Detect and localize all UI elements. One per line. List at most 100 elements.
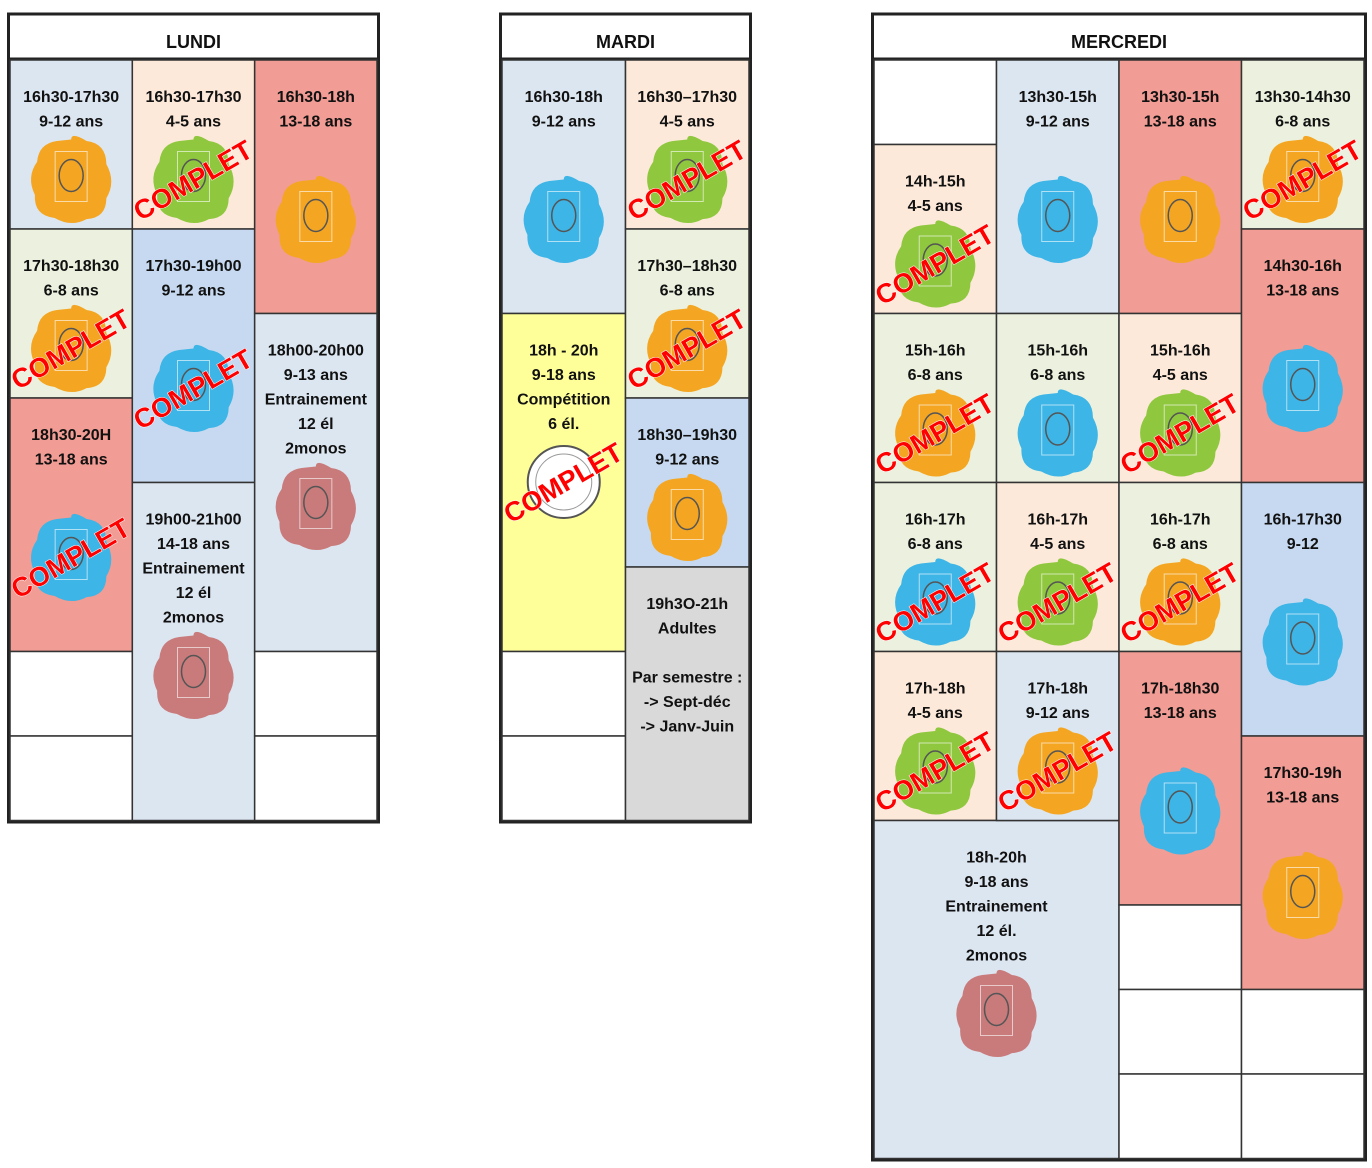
mascot-blob: [895, 220, 976, 308]
schedule-cell: [253, 735, 378, 822]
mascot-blob: [647, 135, 728, 224]
mascot-face: [674, 158, 700, 193]
day-column: MARDI 16h30-18h 9-12 ans 18h - 20h 9-18 ans C…: [498, 12, 752, 824]
mascot-face: [303, 198, 329, 233]
cell-text: 6-8 ans: [1153, 536, 1208, 553]
mascot-face: [303, 485, 329, 520]
cell-box: [1240, 988, 1365, 1075]
cell-text: 9-12 ans: [655, 452, 719, 469]
mascot-blob: [647, 304, 728, 393]
mascot-frame: [54, 151, 88, 202]
mascot-blob: [31, 513, 112, 602]
cell-box: [9, 735, 134, 822]
mascot-frame: [299, 191, 333, 242]
mascot-blob: [1017, 389, 1098, 477]
cell-text: 12 él: [298, 416, 334, 433]
schedule-cell: [1118, 1073, 1243, 1160]
mascot-face: [1045, 412, 1071, 446]
cell-text: 18h30–19h30: [637, 427, 737, 444]
cell-text: 9-12: [1287, 536, 1319, 553]
cell-text: Par semestre :: [632, 670, 742, 687]
schedule-cell: 18h30–19h30 9-12 ans: [624, 397, 750, 568]
schedule-cell: 13h30-15h 13-18 ans: [1118, 59, 1243, 315]
mascot-blob: [153, 344, 234, 433]
cell-text: 13h30-15h: [1141, 89, 1219, 106]
mascot-blob: [895, 389, 976, 477]
cell-text: 9-18 ans: [964, 874, 1028, 891]
cell-text: 9-12 ans: [532, 114, 596, 131]
mascot-blob: [1140, 767, 1221, 855]
mascot-blob: [31, 304, 112, 393]
cell-text: 15h-16h: [1028, 343, 1088, 360]
cell-text: 17h-18h: [905, 681, 965, 698]
mascot-frame: [918, 235, 952, 287]
schedule-cell: 14h30-16h 13-18 ans: [1240, 228, 1365, 484]
cell-text: 16h-17h30: [1264, 512, 1342, 529]
mascot-face: [58, 536, 84, 571]
mascot-blob: [1017, 727, 1098, 815]
schedule-cell: [9, 650, 134, 737]
cell-text: -> Janv-Juin: [640, 719, 734, 736]
cell-box: [1118, 988, 1243, 1075]
cell-box: [501, 650, 627, 737]
schedule-cell: 16h30-18h 9-12 ans: [501, 59, 627, 315]
cell-text: 12 él: [176, 585, 212, 602]
cell-text: 9-12 ans: [1026, 114, 1090, 131]
schedule-cell: 18h00-20h00 9-13 ans Entrainement 12 él 2mon…: [253, 312, 378, 653]
mascot-frame: [1286, 867, 1320, 918]
cell-box: [624, 566, 750, 822]
cell-text: 6-8 ans: [908, 536, 963, 553]
schedule-cell: [501, 650, 627, 737]
mascot-frame: [299, 478, 333, 529]
cell-text: 4-5 ans: [166, 114, 221, 131]
mascot-blob: [895, 558, 976, 646]
cell-text: 18h - 20h: [529, 343, 598, 360]
day-title: MARDI: [596, 32, 655, 52]
cell-text: 9-12 ans: [39, 114, 103, 131]
mascot-face: [674, 496, 700, 531]
cell-text: 17h30-19h: [1264, 765, 1342, 782]
mascot-face: [1167, 198, 1193, 233]
cell-box: [1240, 1073, 1365, 1160]
mascot-face: [58, 158, 84, 193]
cell-text: 6-8 ans: [44, 283, 99, 300]
mascot-frame: [177, 647, 210, 698]
mascot-frame: [1041, 404, 1075, 456]
cell-text: 16h30-18h: [525, 89, 603, 106]
cell-text: 13-18 ans: [1144, 705, 1217, 722]
cell-text: 16h-17h: [1150, 512, 1210, 529]
mascot-frame: [177, 151, 210, 202]
cell-text: 19h3O-21h: [646, 596, 728, 613]
mascot-face: [1045, 581, 1071, 615]
cell-box: [873, 59, 998, 146]
cell-text: 4-5 ans: [1153, 367, 1208, 384]
mascot-blob: [275, 175, 356, 264]
mascot-face: [180, 367, 207, 402]
mascot-face: [922, 243, 948, 277]
mascot-frame: [670, 320, 704, 371]
mascot-face: [180, 158, 207, 193]
schedule-cell: [1240, 1073, 1365, 1160]
schedule-cell: 16h30-17h30 9-12 ans: [9, 59, 134, 230]
mascot-frame: [1286, 151, 1320, 202]
cell-box: [1118, 1073, 1243, 1160]
mascot-frame: [1041, 573, 1075, 625]
schedule-cell: [501, 735, 627, 822]
cell-text: 4-5 ans: [660, 114, 715, 131]
mascot-frame: [177, 360, 210, 411]
cell-text: 16h-17h: [905, 512, 965, 529]
cell-text: 14-18 ans: [157, 536, 230, 553]
mascot-blob: [1140, 389, 1221, 477]
cell-text: 15h-16h: [905, 343, 965, 360]
cell-text: 4-5 ans: [908, 705, 963, 722]
mascot-face: [1290, 367, 1316, 402]
cell-text: Entrainement: [945, 899, 1048, 916]
cell-text: 16h30-17h30: [23, 89, 119, 106]
mascot-blob: [1017, 175, 1098, 264]
